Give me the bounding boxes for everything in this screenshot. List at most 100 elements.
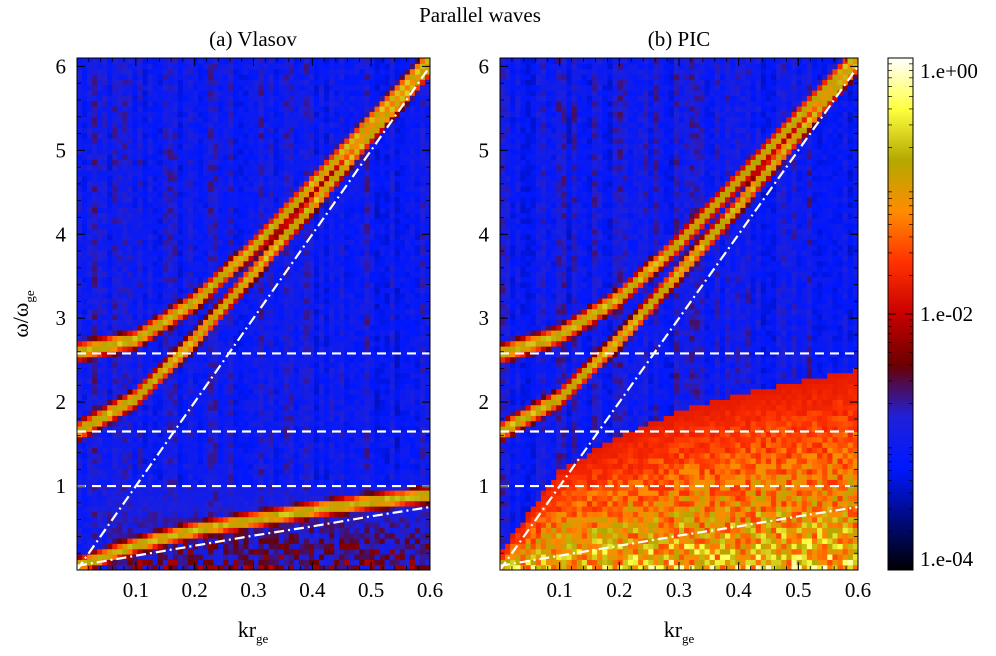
- heatmap-cell: [77, 415, 83, 422]
- heatmap-cell: [243, 426, 250, 432]
- heatmap-cell: [243, 308, 250, 315]
- heatmap-cell: [127, 356, 134, 363]
- heatmap-cell: [213, 532, 219, 539]
- heatmap-cell: [233, 415, 239, 422]
- heatmap-cell: [122, 340, 129, 347]
- heatmap-cell: [198, 106, 204, 112]
- heatmap-cell: [248, 298, 255, 304]
- heatmap-cell: [122, 132, 129, 139]
- heatmap-cell: [273, 543, 280, 550]
- heatmap-cell: [177, 84, 184, 91]
- heatmap-cell: [213, 164, 219, 171]
- heatmap-cell: [329, 186, 335, 192]
- heatmap-cell: [127, 175, 134, 182]
- heatmap-cell: [293, 95, 300, 102]
- heatmap-cell: [213, 148, 219, 155]
- heatmap-cell: [208, 410, 214, 416]
- heatmap-cell: [107, 506, 113, 512]
- heatmap-cell: [82, 564, 88, 570]
- heatmap-cell: [112, 367, 118, 374]
- heatmap-cell: [263, 447, 270, 454]
- heatmap-cell: [152, 154, 159, 160]
- heatmap-cell: [167, 132, 174, 139]
- heatmap-cell: [223, 564, 229, 570]
- heatmap-cell: [319, 559, 325, 566]
- heatmap-cell: [319, 330, 325, 336]
- heatmap-cell: [107, 106, 113, 112]
- heatmap-cell: [298, 479, 305, 486]
- heatmap-cell: [162, 127, 169, 134]
- heatmap-cell: [162, 431, 169, 438]
- heatmap-cell: [268, 271, 275, 278]
- heatmap-cell: [142, 90, 149, 96]
- heatmap-cell: [147, 447, 154, 454]
- heatmap-cell: [137, 287, 144, 294]
- heatmap-cell: [127, 452, 134, 459]
- heatmap-cell: [213, 132, 219, 139]
- heatmap-cell: [102, 90, 108, 96]
- heatmap-cell: [82, 532, 88, 539]
- heatmap-cell: [283, 282, 290, 288]
- heatmap-cell: [112, 180, 118, 187]
- heatmap-cell: [213, 202, 219, 208]
- heatmap-cell: [238, 298, 245, 304]
- heatmap-cell: [97, 106, 103, 112]
- heatmap-cell: [142, 388, 149, 395]
- heatmap-cell: [198, 212, 204, 219]
- heatmap-cell: [132, 314, 139, 320]
- heatmap-cell: [273, 186, 280, 192]
- heatmap-cell: [167, 447, 174, 454]
- heatmap-cell: [198, 543, 204, 550]
- heatmap-cell: [127, 335, 134, 342]
- heatmap-cell: [253, 298, 260, 304]
- heatmap-cell: [263, 420, 270, 427]
- heatmap-cell: [127, 484, 134, 491]
- heatmap-cell: [92, 244, 98, 251]
- heatmap-cell: [314, 234, 320, 240]
- heatmap-cell: [152, 447, 159, 454]
- heatmap-cell: [334, 196, 340, 203]
- heatmap-cell: [167, 410, 174, 416]
- heatmap-cell: [213, 527, 219, 534]
- heatmap-cell: [162, 228, 169, 235]
- heatmap-cell: [203, 106, 209, 112]
- heatmap-cell: [97, 495, 103, 502]
- heatmap-cell: [107, 362, 113, 368]
- heatmap-cell: [127, 532, 134, 539]
- heatmap-cell: [87, 388, 93, 395]
- heatmap-cell: [223, 378, 229, 384]
- heatmap-cell: [198, 186, 204, 192]
- heatmap-cell: [162, 506, 169, 512]
- heatmap-cell: [263, 543, 270, 550]
- heatmap-cell: [92, 212, 98, 219]
- heatmap-cell: [218, 100, 224, 107]
- heatmap-cell: [268, 212, 275, 219]
- heatmap-cell: [137, 538, 144, 544]
- heatmap-cell: [278, 468, 285, 475]
- heatmap-cell: [273, 495, 280, 502]
- heatmap-cell: [319, 479, 325, 486]
- heatmap-cell: [243, 255, 250, 262]
- heatmap-cell: [82, 116, 88, 123]
- heatmap-cell: [203, 170, 209, 176]
- heatmap-cell: [77, 292, 83, 299]
- heatmap-cell: [218, 175, 224, 182]
- heatmap-cell: [198, 399, 204, 406]
- heatmap-cell: [97, 527, 103, 534]
- heatmap-cell: [303, 271, 310, 278]
- heatmap-cell: [238, 399, 245, 406]
- heatmap-cell: [334, 532, 340, 539]
- heatmap-cell: [263, 506, 270, 512]
- heatmap-cell: [278, 106, 285, 112]
- heatmap-cell: [218, 218, 224, 224]
- heatmap-cell: [97, 511, 103, 518]
- heatmap-cell: [283, 84, 290, 91]
- heatmap-cell: [293, 239, 300, 246]
- heatmap-cell: [162, 447, 169, 454]
- heatmap-cell: [203, 522, 209, 528]
- heatmap-cell: [177, 58, 184, 64]
- heatmap-cell: [268, 186, 275, 192]
- heatmap-cell: [157, 383, 164, 390]
- heatmap-cell: [308, 335, 315, 342]
- heatmap-cell: [117, 218, 123, 224]
